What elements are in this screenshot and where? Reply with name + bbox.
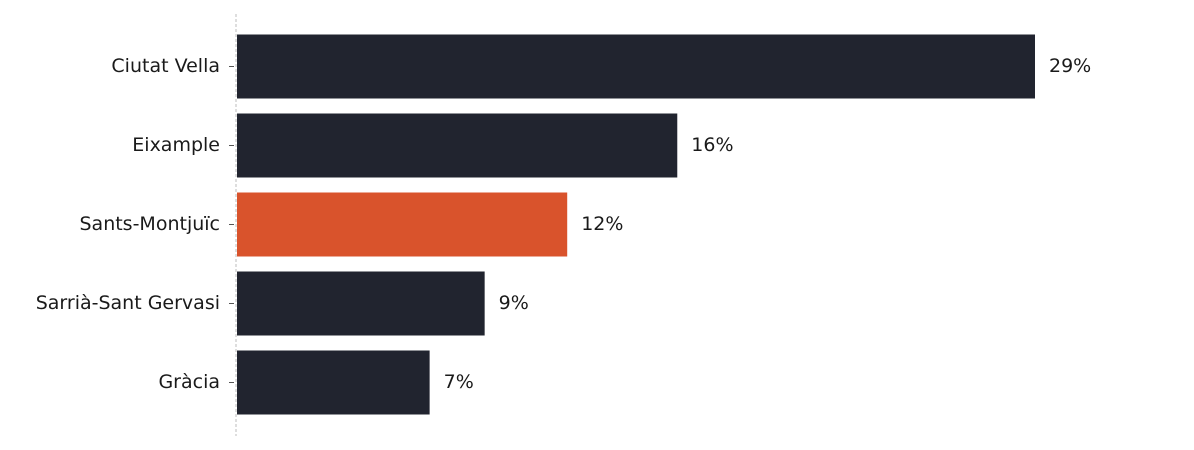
bar: [237, 34, 1035, 99]
y-tick-label: Ciutat Vella: [111, 55, 220, 77]
bar: [237, 192, 568, 257]
value-label: 12%: [581, 213, 623, 235]
bar: [237, 350, 430, 415]
value-label: 29%: [1049, 55, 1091, 77]
bar: [237, 113, 678, 178]
y-tick-label: Eixample: [132, 134, 220, 156]
value-label: 9%: [499, 292, 529, 314]
y-tick-label: Sarrià-Sant Gervasi: [36, 292, 220, 314]
bar: [237, 271, 485, 336]
y-tick-label: Sants-Montjuïc: [79, 213, 220, 235]
y-tick-label: Gràcia: [158, 371, 220, 393]
value-label: 7%: [444, 371, 474, 393]
value-label: 16%: [691, 134, 733, 156]
